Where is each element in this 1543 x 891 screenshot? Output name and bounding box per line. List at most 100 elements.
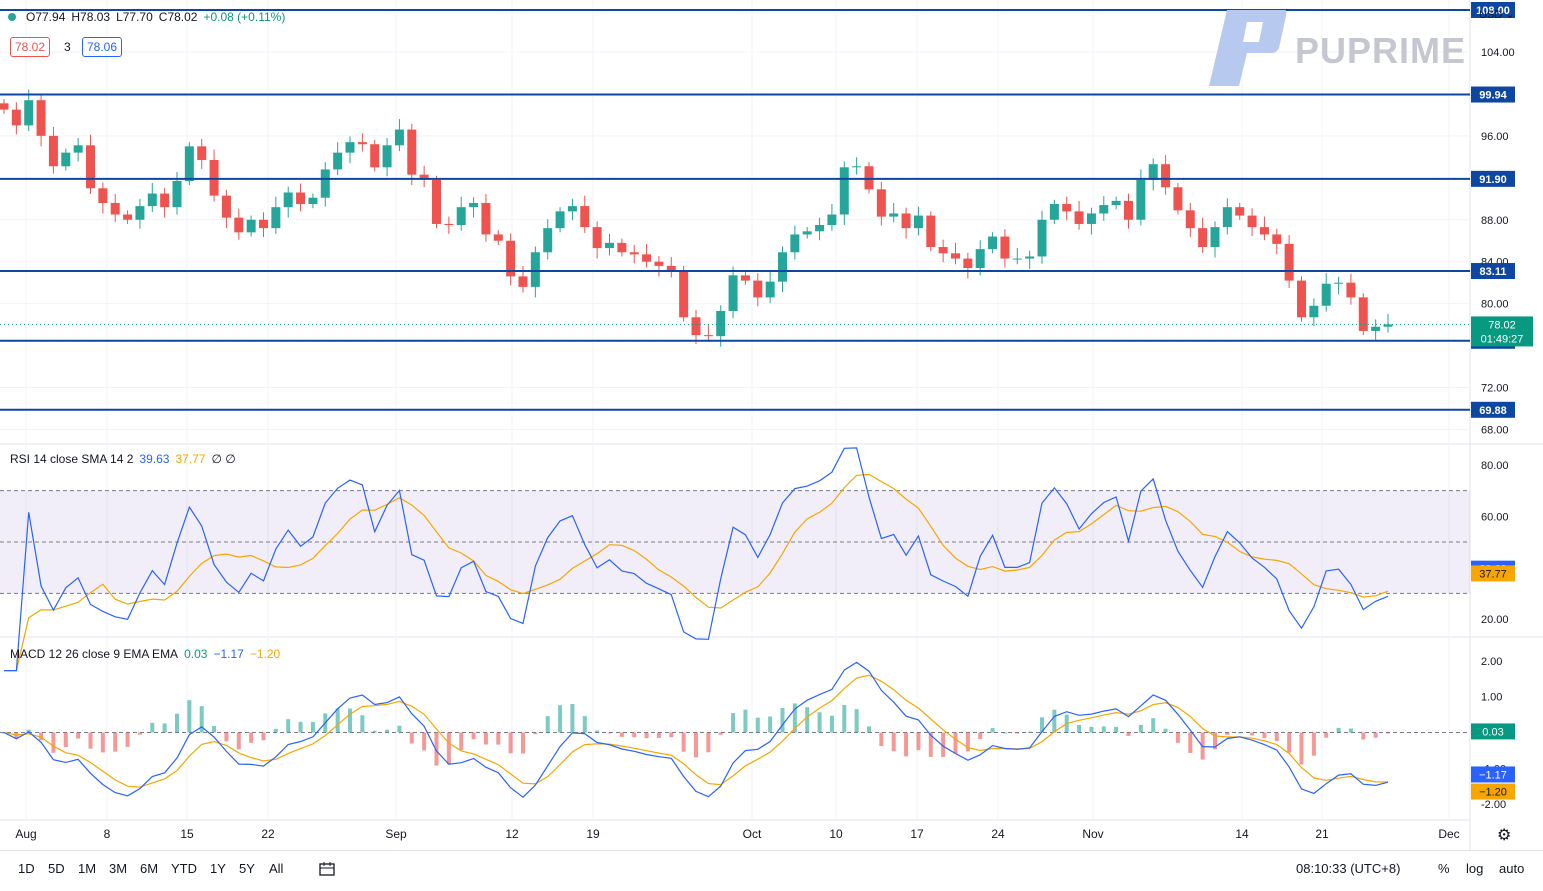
range-1m[interactable]: 1M bbox=[78, 861, 97, 876]
candle bbox=[518, 276, 528, 287]
macd-histogram-bar bbox=[558, 705, 563, 733]
spread-value: 3 bbox=[64, 40, 71, 54]
bid-box[interactable]: 78.02 bbox=[10, 37, 51, 57]
candle bbox=[1086, 213, 1096, 224]
log-toggle[interactable]: log bbox=[1466, 861, 1484, 876]
low-value: L77.70 bbox=[116, 10, 153, 24]
macd-histogram-bar bbox=[867, 726, 871, 733]
rsi-sma-line bbox=[4, 473, 1389, 672]
macd-histogram-bar bbox=[1089, 726, 1094, 733]
macd-histogram-bar bbox=[508, 732, 513, 754]
range-all[interactable]: All bbox=[269, 861, 284, 876]
candle bbox=[1272, 234, 1282, 244]
gear-icon[interactable]: ⚙ bbox=[1497, 825, 1511, 844]
macd-histogram-bar bbox=[916, 732, 921, 751]
macd-histogram-bar bbox=[706, 732, 711, 753]
x-tick-label: 19 bbox=[586, 827, 600, 841]
logo-text: PUPRIME bbox=[1295, 30, 1467, 71]
macd-histogram-bar bbox=[39, 732, 44, 741]
x-tick-label: Dec bbox=[1438, 827, 1459, 841]
range-1y[interactable]: 1Y bbox=[210, 861, 226, 876]
candle bbox=[753, 280, 763, 298]
macd-histogram-bar bbox=[1002, 732, 1007, 734]
macd-histogram-bar bbox=[100, 732, 105, 753]
macd-histogram-bar bbox=[817, 712, 822, 733]
range-6m[interactable]: 6M bbox=[140, 861, 159, 876]
macd-histogram-bar bbox=[1126, 732, 1131, 737]
range-ytd[interactable]: YTD bbox=[171, 861, 197, 876]
last-price-tag bbox=[1471, 316, 1533, 347]
range-5d[interactable]: 5D bbox=[48, 861, 65, 876]
candle bbox=[1334, 282, 1344, 284]
candle bbox=[1371, 326, 1381, 331]
candle bbox=[1000, 236, 1010, 259]
macd-histogram-bar bbox=[1274, 732, 1279, 741]
change-value: +0.08 (+0.11%) bbox=[203, 10, 286, 24]
macd-histogram-bar bbox=[360, 715, 365, 733]
macd-histogram-bar bbox=[397, 725, 402, 733]
macd-histogram-bar bbox=[1324, 732, 1329, 738]
macd-histogram-bar bbox=[1188, 732, 1193, 753]
macd-histogram-bar bbox=[26, 729, 31, 733]
macd-histogram-bar bbox=[854, 709, 859, 733]
price-level-label: 91.90 bbox=[1479, 174, 1507, 186]
candle bbox=[716, 311, 726, 337]
candle bbox=[790, 234, 800, 253]
macd-histogram-bar bbox=[1138, 724, 1143, 733]
candle bbox=[1049, 204, 1059, 220]
macd-histogram-bar bbox=[310, 721, 315, 733]
candle bbox=[221, 195, 231, 218]
range-3m[interactable]: 3M bbox=[109, 861, 128, 876]
range-1d[interactable]: 1D bbox=[18, 861, 35, 876]
candle bbox=[333, 152, 343, 170]
date-range-icon[interactable] bbox=[318, 861, 336, 880]
candle bbox=[617, 242, 627, 253]
candle bbox=[642, 254, 652, 262]
macd-histogram-bar bbox=[755, 717, 760, 733]
x-tick-label: 10 bbox=[829, 827, 843, 841]
rsi-legend: RSI 14 close SMA 14 2 39.63 37.77 ∅ ∅ bbox=[10, 452, 236, 466]
macd-histogram-bar bbox=[261, 732, 266, 741]
range-5y[interactable]: 5Y bbox=[239, 861, 255, 876]
macd-tick-label: 1.00 bbox=[1481, 692, 1502, 704]
macd-histogram-bar bbox=[805, 707, 810, 733]
candle bbox=[1297, 280, 1306, 318]
clock-time[interactable]: 08:10:33 (UTC+8) bbox=[1296, 861, 1401, 876]
candle bbox=[1346, 282, 1356, 298]
macd-histogram-bar bbox=[941, 732, 946, 757]
macd-histogram-bar bbox=[372, 730, 377, 733]
candle bbox=[209, 159, 219, 196]
candle bbox=[320, 169, 330, 198]
candle bbox=[419, 174, 429, 180]
macd-histogram-bar bbox=[1163, 728, 1168, 733]
ask-box[interactable]: 78.06 bbox=[82, 37, 123, 57]
auto-toggle[interactable]: auto bbox=[1499, 861, 1525, 876]
macd-histogram-bar bbox=[236, 732, 241, 750]
candle bbox=[1309, 305, 1319, 318]
close-value: C78.02 bbox=[158, 10, 198, 24]
candle bbox=[394, 129, 404, 146]
rsi-tick-label: 20.00 bbox=[1481, 614, 1509, 626]
macd-histogram-bar bbox=[1237, 732, 1242, 734]
candle bbox=[48, 135, 58, 167]
macd-histogram-bar bbox=[162, 723, 167, 733]
macd-hist-tag-text: 0.03 bbox=[1482, 726, 1503, 738]
candle bbox=[1358, 297, 1368, 331]
x-tick-label: Oct bbox=[743, 827, 762, 841]
macd-histogram-bar bbox=[1386, 732, 1390, 734]
price-level-tag bbox=[1471, 401, 1515, 418]
last-price-label: 78.02 bbox=[1488, 319, 1516, 331]
currency-selector[interactable]: USD ⌄ bbox=[1479, 8, 1515, 21]
percent-toggle[interactable]: % bbox=[1438, 861, 1450, 876]
macd-histogram-bar bbox=[595, 730, 600, 733]
candle bbox=[926, 215, 936, 248]
macd-histogram-bar bbox=[1040, 717, 1044, 733]
rsi-extra: ∅ ∅ bbox=[211, 452, 236, 466]
candle bbox=[580, 206, 590, 228]
macd-histogram-bar bbox=[496, 732, 501, 745]
y-tick-label: 88.00 bbox=[1481, 215, 1509, 227]
macd-histogram-bar bbox=[446, 732, 451, 765]
macd-histogram-bar bbox=[1114, 726, 1119, 733]
candle bbox=[493, 234, 503, 241]
